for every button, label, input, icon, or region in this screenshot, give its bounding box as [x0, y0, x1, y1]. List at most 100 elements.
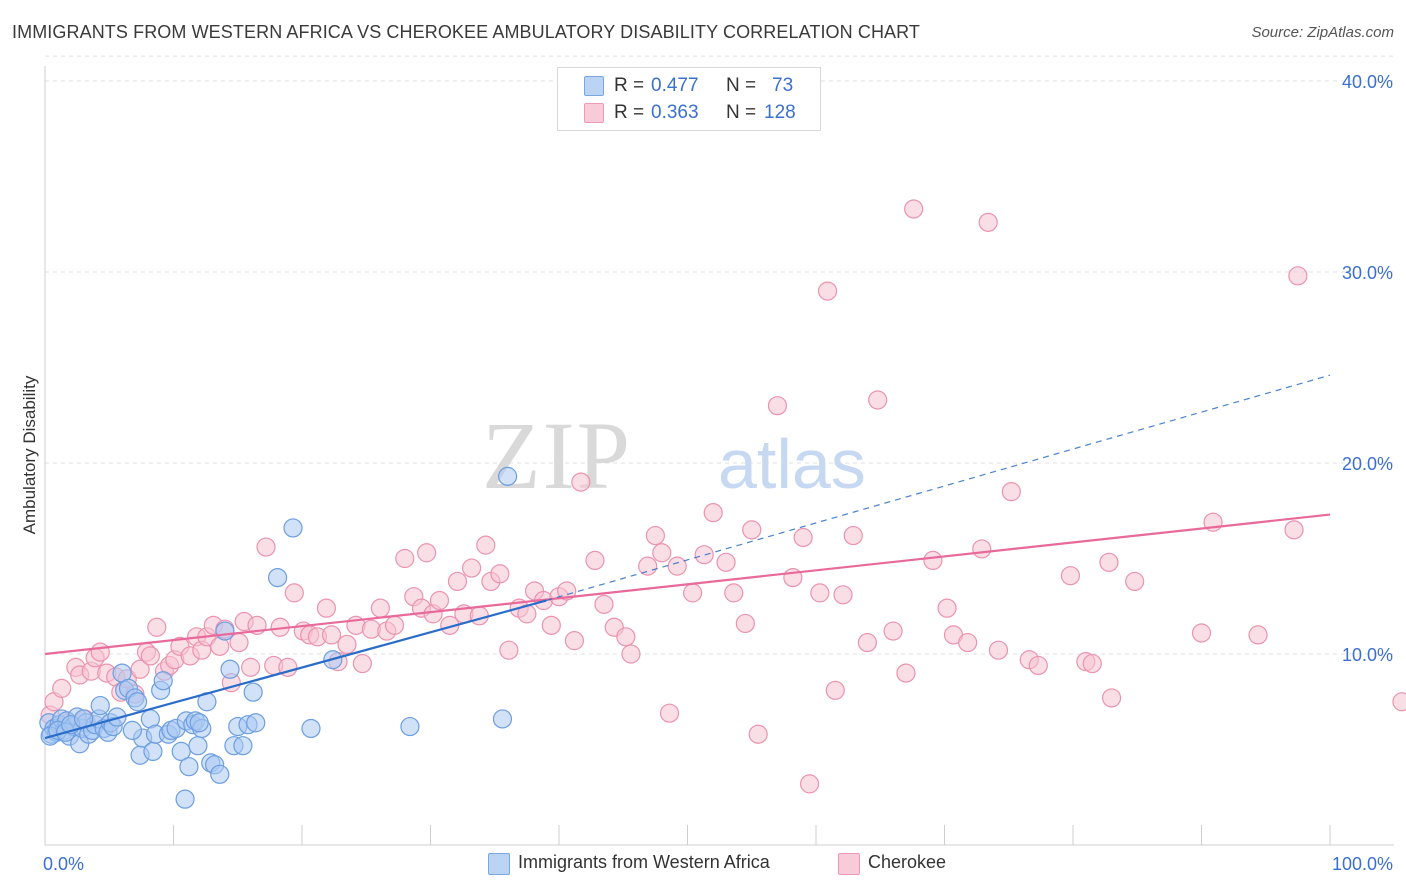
western-africa-point — [127, 692, 148, 712]
cherokee-point — [904, 199, 924, 219]
western-africa-point — [143, 741, 163, 762]
cherokee-point — [541, 615, 561, 635]
cherokee-point — [645, 525, 665, 546]
western-africa-point — [498, 466, 518, 486]
cherokee-point — [652, 543, 672, 563]
western-africa-point — [400, 716, 420, 737]
cherokee-point — [417, 543, 437, 563]
western-africa-point — [215, 621, 235, 641]
cherokee-point — [352, 653, 372, 674]
western-africa-point — [283, 518, 303, 538]
watermark: ZIP atlas — [482, 402, 866, 509]
cherokee-point — [447, 571, 468, 592]
cherokee-point — [748, 724, 768, 744]
western-africa-point — [210, 764, 230, 784]
y-tick-label: 30.0% — [1342, 263, 1393, 283]
cherokee-point — [799, 774, 820, 794]
cherokee-point — [1028, 655, 1048, 676]
cherokee-point — [585, 550, 605, 571]
legend-swatch-blue — [584, 76, 604, 96]
cherokee-point — [469, 606, 489, 626]
source-label: Source: ZipAtlas.com — [1251, 24, 1394, 41]
y-tick-label: 10.0% — [1342, 645, 1393, 665]
cherokee-point — [735, 613, 755, 634]
western-africa-point — [179, 757, 199, 777]
western-africa-point — [220, 659, 240, 679]
cherokee-point — [978, 212, 998, 232]
western-africa-point — [175, 789, 195, 809]
cherokee-point — [490, 564, 510, 584]
watermark-atlas: atlas — [718, 425, 866, 503]
bottom-legend-pink-label: Cherokee — [868, 852, 947, 872]
legend-n-value: 73 — [772, 75, 794, 96]
western-africa-trend-extension — [545, 374, 1331, 602]
cherokee-point — [810, 583, 830, 603]
cherokee-point — [140, 646, 160, 666]
cherokee-point — [1392, 692, 1406, 712]
watermark-zip: ZIP — [482, 402, 632, 509]
chart-title: IMMIGRANTS FROM WESTERN AFRICA VS CHEROK… — [12, 22, 921, 42]
western-africa-point — [107, 707, 127, 727]
trend-lines — [44, 374, 1331, 740]
cherokee-point — [1284, 520, 1304, 540]
cherokee-point — [742, 520, 762, 540]
cherokee-point — [937, 598, 957, 618]
cherokee-point — [316, 598, 337, 618]
cherokee-point — [703, 503, 723, 523]
cherokee-point — [147, 617, 167, 637]
cherokee-point — [256, 537, 276, 557]
legend-n-value: 128 — [764, 102, 796, 123]
cherokee-point — [716, 552, 736, 572]
cherokee-point — [594, 594, 614, 614]
western-africa-point — [153, 671, 173, 691]
cherokee-point — [724, 583, 744, 603]
cherokee-point — [476, 535, 496, 555]
cherokee-point — [825, 680, 845, 700]
western-africa-point — [188, 736, 208, 756]
cherokee-point — [923, 550, 943, 571]
cherokee-point — [896, 663, 916, 683]
legend-r-value: 0.363 — [651, 102, 699, 123]
cherokee-point — [857, 632, 878, 653]
cherokee-point — [833, 585, 853, 605]
bottom-swatch-blue — [488, 853, 510, 875]
cherokee-point — [883, 621, 903, 641]
cherokee-point — [621, 644, 641, 664]
cherokee-point — [284, 583, 304, 603]
cherokee-point — [958, 632, 978, 653]
western-africa-point — [189, 713, 209, 733]
legend-r-label: R = — [614, 75, 645, 96]
cherokee-point — [793, 527, 813, 548]
legend-r-value: 0.477 — [651, 75, 699, 96]
legend-n-label: N = — [726, 102, 757, 123]
cherokee-point — [130, 659, 150, 679]
stats-legend: R = 0.477 N = 73 R = 0.363 N = 128 — [557, 67, 821, 131]
cherokee-point — [988, 640, 1009, 660]
western-africa-point — [492, 709, 513, 729]
cherokee-point — [370, 598, 390, 618]
cherokee-point — [499, 640, 519, 660]
x-tick-label: 0.0% — [43, 854, 84, 874]
cherokee-point — [1099, 552, 1119, 572]
cherokee-point — [571, 472, 591, 492]
y-axis-label: Ambulatory Disability — [20, 375, 39, 535]
cherokee-point — [1125, 571, 1145, 592]
cherokee-point — [429, 590, 450, 611]
cherokee-point — [767, 396, 788, 416]
cherokee-point — [616, 627, 636, 647]
cherokee-point — [817, 281, 838, 301]
cherokee-point — [1248, 625, 1268, 645]
cherokee-point — [683, 583, 703, 603]
western-africa-point — [171, 741, 191, 762]
cherokee-point — [694, 545, 714, 565]
y-tick-label: 20.0% — [1342, 454, 1393, 474]
western-africa-point — [90, 695, 110, 716]
cherokee-point — [52, 678, 72, 698]
cherokee-trend-line — [44, 513, 1331, 656]
y-tick-label: 40.0% — [1342, 72, 1393, 92]
cherokee-point — [1082, 653, 1102, 674]
cherokee-point — [395, 548, 415, 569]
cherokee-point — [1191, 623, 1212, 643]
cherokee-point — [1288, 266, 1308, 286]
